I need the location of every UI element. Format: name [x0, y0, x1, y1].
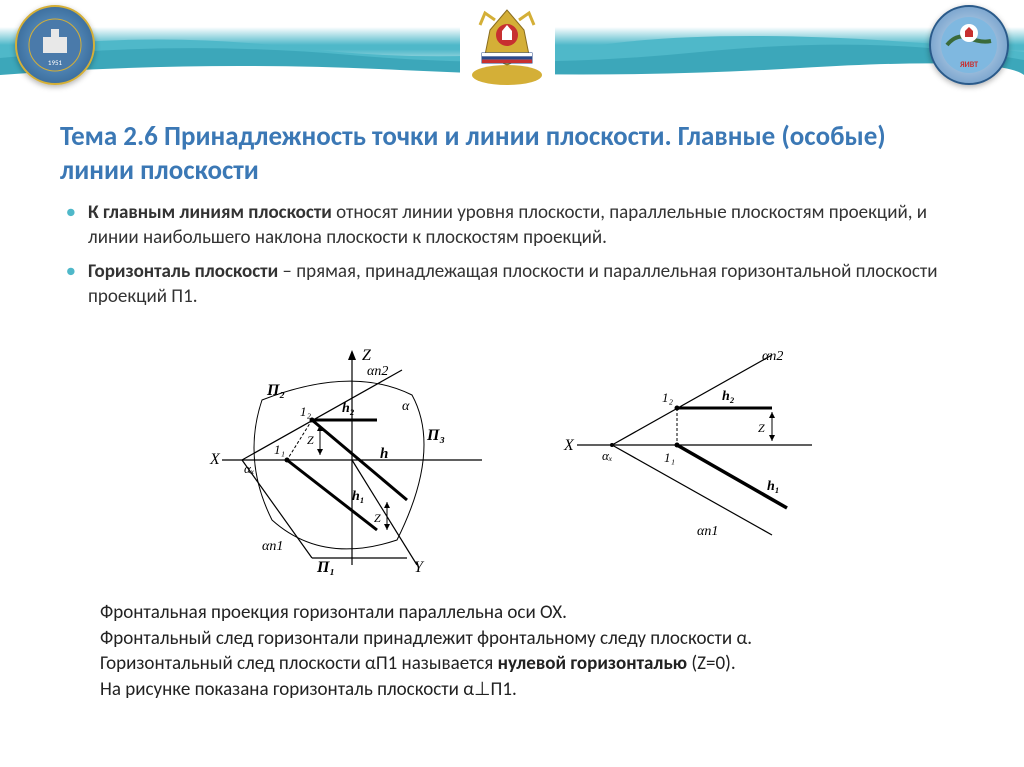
lbl-X: X — [209, 451, 221, 468]
diagram-right: X αп2 αп1 αₓ 1₂ h₂ 1₁ — [562, 340, 822, 550]
emblem-right: ЯИВТ — [929, 5, 1009, 85]
diagram-row: Z X Y αп2 αп1 П₁ П₂ П₃ α αₓ — [60, 340, 964, 580]
lbl-aP2-r: αп2 — [762, 349, 783, 364]
lbl-zbrace-r: Z — [758, 421, 765, 435]
lbl-zbrace1: Z — [307, 433, 314, 447]
lbl-aP1: αп1 — [262, 539, 283, 554]
svg-text:ЯИВТ: ЯИВТ — [959, 60, 978, 70]
lbl-h2-r: h₂ — [722, 389, 735, 404]
lbl-12-r: 1₂ — [662, 390, 674, 405]
bottom-line4: На рисунке показана горизонталь плоскост… — [100, 677, 924, 703]
header-banner: 1951 ЯИВТ — [0, 0, 1024, 90]
lbl-Z: Z — [362, 347, 372, 364]
bullet-item: К главным линиям плоскости относят линии… — [60, 200, 964, 251]
lbl-aP1-r: αп1 — [697, 524, 718, 539]
bottom-line1: Фронтальная проекция горизонтали паралле… — [100, 600, 924, 626]
bottom-text: Фронтальная проекция горизонтали паралле… — [60, 600, 964, 703]
bullet-bold: К главным линиям плоскости — [88, 201, 332, 224]
bottom-line3: Горизонтальный след плоскости αП1 называ… — [100, 651, 924, 677]
svg-text:1951: 1951 — [48, 58, 63, 67]
emblem-center — [460, 0, 555, 90]
lbl-Y: Y — [414, 559, 425, 576]
lbl-12: 1₂ — [300, 404, 312, 419]
page-title: Тема 2.6 Принадлежность точки и линии пл… — [60, 120, 964, 188]
lbl-h: h — [380, 446, 388, 462]
lbl-X-r: X — [563, 437, 575, 454]
lbl-P3: П₃ — [426, 427, 445, 444]
lbl-11-r: 1₁ — [664, 450, 675, 465]
bullet-item: Горизонталь плоскости – прямая, принадле… — [60, 259, 964, 310]
lbl-aX: αₓ — [244, 461, 255, 476]
lbl-P1: П₁ — [316, 559, 335, 576]
lbl-zbrace2: Z — [374, 511, 381, 525]
bullet-bold: Горизонталь плоскости — [88, 260, 278, 283]
lbl-a: α — [402, 399, 410, 414]
diagram-left: Z X Y αп2 αп1 П₁ П₂ П₃ α αₓ — [202, 340, 502, 580]
lbl-h1-r: h₁ — [767, 479, 780, 494]
content-area: Тема 2.6 Принадлежность точки и линии пл… — [0, 90, 1024, 723]
lbl-aP2: αп2 — [367, 364, 388, 379]
lbl-h2: h₂ — [342, 401, 355, 416]
lbl-h1: h₁ — [352, 489, 365, 504]
bullet-list: К главным линиям плоскости относят линии… — [60, 200, 964, 311]
lbl-aX-r: αₓ — [602, 448, 613, 463]
lbl-P2: П₂ — [266, 382, 285, 399]
emblem-left: 1951 — [15, 5, 95, 85]
bottom-line2: Фронтальный след горизонтали принадлежит… — [100, 626, 924, 652]
lbl-11: 1₁ — [274, 442, 285, 457]
